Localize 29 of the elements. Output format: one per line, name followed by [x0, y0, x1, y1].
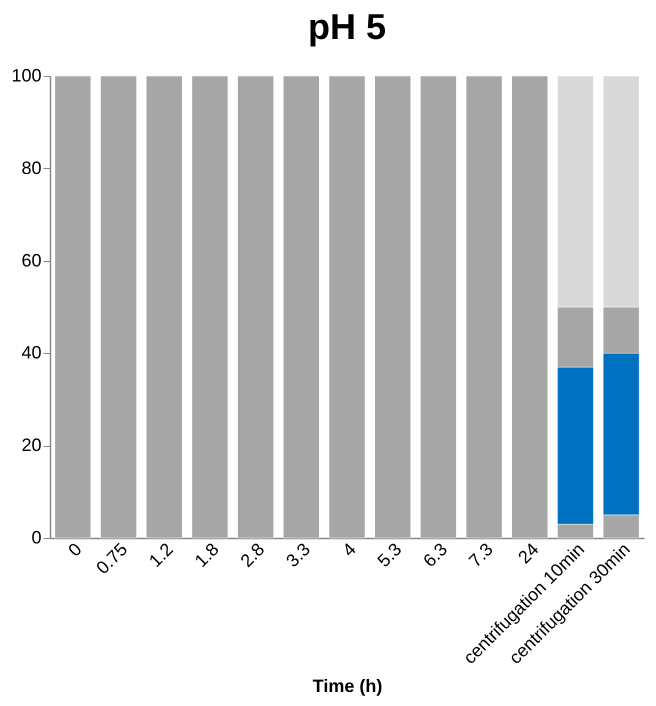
x-tick-label: 2.8 — [236, 539, 268, 571]
x-tick-label: 7.3 — [464, 539, 497, 571]
y-tick-label: 100 — [11, 66, 42, 86]
x-tick-label: 1.8 — [190, 539, 223, 571]
x-tick-label: 5.3 — [374, 539, 406, 571]
bar — [374, 76, 411, 538]
bar — [54, 76, 92, 538]
y-tick-label: 60 — [21, 250, 42, 270]
y-tick-label: 40 — [21, 342, 42, 363]
y-tick-label: 80 — [21, 158, 42, 178]
x-tick-label: 6.3 — [419, 539, 452, 571]
x-axis-title: Time (h) — [312, 676, 382, 696]
bar — [466, 76, 502, 538]
x-tick-label: 3.3 — [282, 539, 314, 571]
x-tick-label: 0.75 — [92, 539, 132, 578]
bar — [100, 76, 137, 538]
x-tick-label: 0 — [64, 539, 86, 560]
x-tick-label: 4 — [338, 539, 360, 560]
bar — [283, 76, 320, 538]
x-tick-label: 24 — [514, 539, 542, 568]
chart-title: pH 5 — [308, 6, 386, 47]
bar — [237, 76, 274, 538]
bar — [146, 76, 182, 538]
bar — [328, 76, 366, 538]
bar — [420, 76, 457, 538]
x-tick-label: 1.2 — [145, 539, 177, 571]
y-tick-label: 20 — [21, 435, 42, 456]
bar — [512, 76, 548, 538]
bar — [192, 76, 228, 538]
